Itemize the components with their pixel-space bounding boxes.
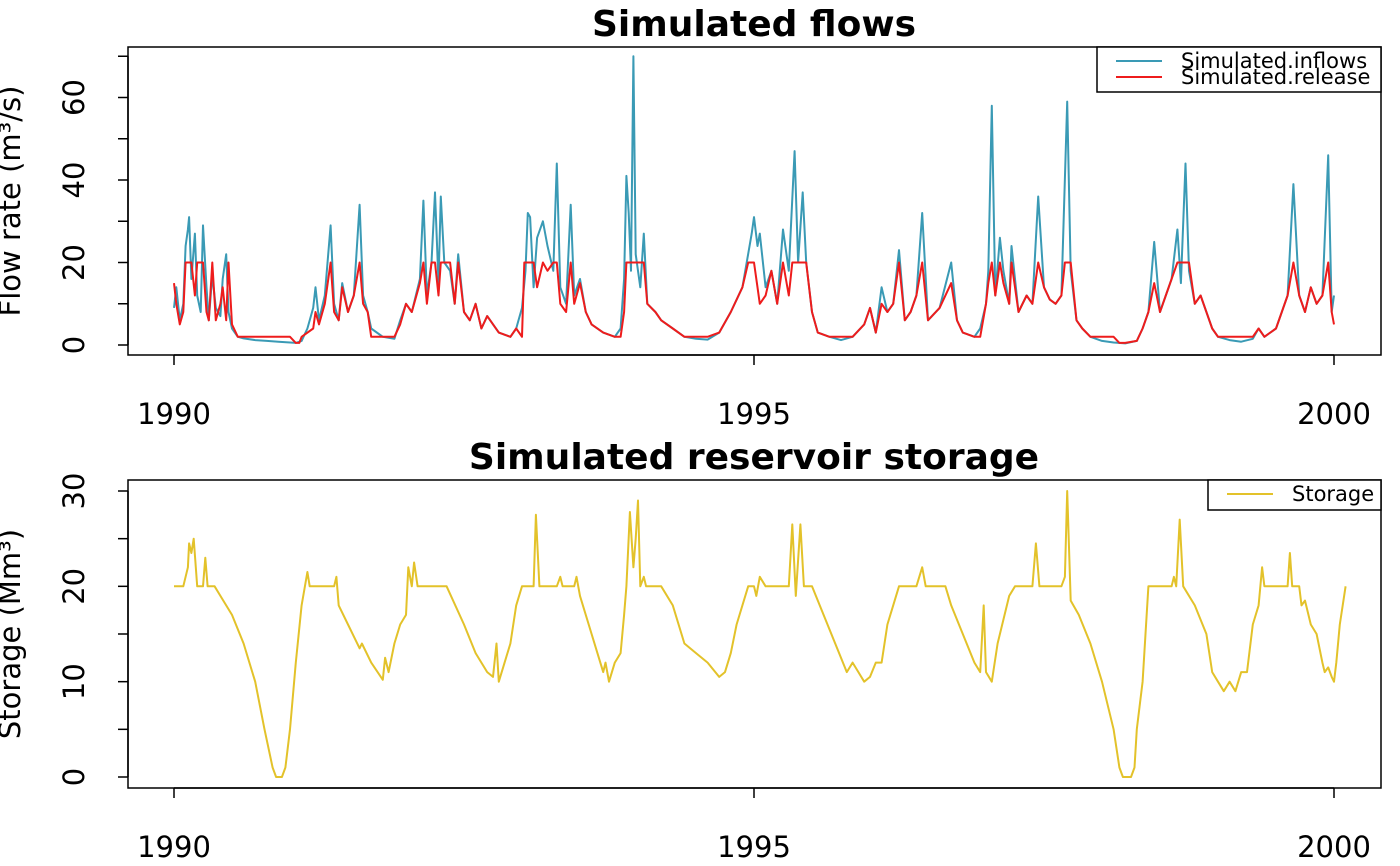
y-tick-label: 10 xyxy=(57,663,91,700)
legend-label: Storage xyxy=(1292,482,1374,506)
legend-box xyxy=(1096,46,1382,93)
series-line-simulated-release xyxy=(173,261,1335,344)
y-tick-label: 40 xyxy=(57,162,91,199)
y-axis-label: Flow rate (m³/s) xyxy=(0,86,27,317)
y-tick-label: 0 xyxy=(57,768,91,786)
x-tick-label: 1995 xyxy=(717,830,791,864)
axes-layer: 1990 1995 2000 0 10 20 30 xyxy=(57,473,1371,864)
x-tick-label: 2000 xyxy=(1297,397,1371,431)
plot-frame xyxy=(127,479,1382,789)
x-tick-label: 1990 xyxy=(137,397,211,431)
series-line-simulated-inflows xyxy=(173,55,1335,345)
plot-frame xyxy=(127,46,1382,356)
y-tick-label: 30 xyxy=(57,473,91,510)
y-axis-label: Storage (Mm³) xyxy=(0,529,27,739)
series-line-storage xyxy=(174,490,1347,778)
chart-title: Simulated flows xyxy=(592,4,916,45)
x-tick-label: 1995 xyxy=(717,397,791,431)
series-layer xyxy=(173,55,1335,345)
panel-flows: Simulated flows Flow rate (m³/s) 1990 199… xyxy=(0,4,1382,431)
y-tick-label: 0 xyxy=(57,336,91,354)
y-tick-label: 20 xyxy=(57,244,91,281)
y-tick-label: 60 xyxy=(57,79,91,116)
x-tick-label: 2000 xyxy=(1297,830,1371,864)
series-layer xyxy=(174,490,1347,778)
legend: Storage xyxy=(1207,479,1382,511)
chart-title: Simulated reservoir storage xyxy=(469,437,1039,478)
axes-layer: 1990 1995 2000 0 20 40 60 xyxy=(57,55,1371,431)
legend-label: Simulated.inflows xyxy=(1181,49,1367,73)
panel-storage: Simulated reservoir storage Storage (Mm³… xyxy=(0,437,1382,864)
x-tick-label: 1990 xyxy=(137,830,211,864)
legend-label: Simulated.release xyxy=(1181,65,1370,89)
legend-box xyxy=(1207,479,1382,511)
y-tick-label: 20 xyxy=(57,568,91,605)
